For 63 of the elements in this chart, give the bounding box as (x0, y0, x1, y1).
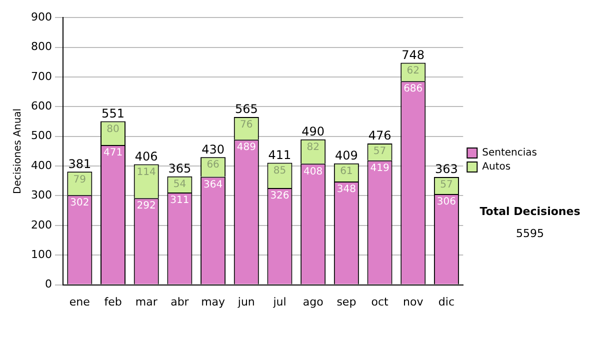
data-label: 302 (70, 198, 90, 209)
data-label: 57 (440, 180, 453, 191)
data-label: 79 (73, 174, 86, 186)
y-tick-label: 100 (30, 248, 52, 261)
data-label: 419 (370, 162, 390, 174)
total-label: 411 (268, 148, 292, 162)
y-tick-label: 400 (30, 158, 52, 172)
y-tick-label: 0 (44, 278, 52, 291)
total-label: 363 (435, 162, 458, 176)
y-tick-label: 500 (30, 129, 52, 142)
text: 5595 (516, 226, 544, 240)
x-tick-label: abr (170, 295, 190, 308)
total-label: 381 (68, 156, 92, 171)
data-label: 114 (136, 166, 156, 178)
data-label: 348 (336, 184, 356, 196)
x-tick-label: ene (69, 295, 90, 308)
text: Total Decisiones (480, 204, 581, 218)
data-label: 61 (340, 166, 353, 177)
y-tick-label: 900 (30, 10, 52, 24)
y-tick-label: 300 (30, 188, 52, 202)
data-label: 62 (406, 65, 420, 76)
x-tick-label: jun (236, 295, 255, 308)
x-tick-label: mar (135, 295, 158, 308)
y-axis-title: Decisiones Anual (12, 108, 24, 194)
y-tick-label: 800 (30, 40, 52, 54)
data-label: 85 (273, 165, 286, 176)
data-label: 326 (270, 190, 290, 202)
data-label: 306 (436, 196, 456, 208)
data-label: 686 (404, 84, 423, 95)
data-label: 489 (236, 142, 256, 154)
data-label: 82 (306, 142, 320, 153)
x-tick-label: nov (403, 295, 424, 308)
data-label: 364 (204, 179, 223, 190)
total-label: 406 (134, 149, 158, 164)
y-tick-label: 200 (30, 218, 52, 232)
y-tick-label: 600 (30, 100, 52, 113)
total-label: 476 (368, 128, 392, 143)
x-tick-label: sep (336, 295, 356, 308)
data-label: 57 (373, 146, 386, 158)
legend-label: Sentencias (482, 148, 538, 159)
x-tick-label: oct (371, 295, 390, 308)
total-label: 430 (202, 142, 224, 156)
x-tick-label: jul (272, 295, 286, 308)
data-label: 292 (136, 200, 156, 212)
y-tick-label: 700 (30, 70, 52, 83)
x-tick-label: feb (104, 295, 122, 308)
data-label: 311 (170, 195, 190, 206)
x-tick-label: dic (438, 295, 455, 308)
data-label: 80 (106, 124, 120, 135)
total-label: 748 (402, 48, 425, 62)
x-tick-label: may (201, 295, 226, 308)
total-label: 551 (102, 106, 124, 120)
data-label: 54 (173, 179, 186, 190)
x-tick-label: ago (302, 295, 324, 308)
data-label: 408 (304, 166, 323, 178)
data-label: 471 (103, 148, 123, 159)
data-label: 76 (240, 120, 253, 131)
total-label: 409 (334, 148, 358, 162)
total-label: 365 (168, 162, 192, 176)
total-label: 565 (234, 102, 258, 116)
total-label: 490 (302, 124, 325, 138)
legend-label: Autos (482, 162, 511, 173)
data-label: 66 (206, 160, 220, 171)
